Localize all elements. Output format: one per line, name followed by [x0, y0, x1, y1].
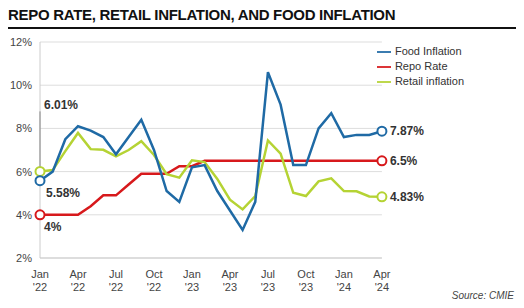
svg-text:6.5%: 6.5% [390, 154, 418, 168]
svg-text:6.01%: 6.01% [44, 98, 78, 112]
svg-text:12%: 12% [10, 36, 32, 48]
svg-text:2%: 2% [16, 252, 32, 264]
svg-text:Jan'23: Jan'23 [183, 268, 201, 293]
svg-text:Apr'23: Apr'23 [221, 268, 238, 293]
svg-text:Jan'22: Jan'22 [31, 268, 49, 293]
svg-text:Jul'23: Jul'23 [261, 268, 275, 293]
svg-text:Jul'22: Jul'22 [109, 268, 123, 293]
svg-text:5.58%: 5.58% [46, 186, 80, 200]
svg-text:7.87%: 7.87% [390, 124, 424, 138]
html-text:Food Inflation: Food Inflation [394, 45, 462, 57]
svg-text:Jan'24: Jan'24 [335, 268, 353, 293]
svg-text:4.83%: 4.83% [390, 190, 424, 204]
svg-text:Apr'22: Apr'22 [69, 268, 86, 293]
svg-text:8%: 8% [16, 122, 32, 134]
html-text:Retail inflation: Retail inflation [394, 75, 464, 88]
html-text:Source: CMIE: Source: CMIE [451, 290, 514, 301]
html-text:Repo Rate: Repo Rate [394, 60, 448, 73]
svg-text:Oct'22: Oct'22 [145, 268, 162, 293]
svg-text:4%: 4% [44, 220, 62, 234]
svg-text:10%: 10% [10, 79, 32, 91]
svg-text:Apr'24: Apr'24 [373, 268, 390, 293]
svg-text:Oct'23: Oct'23 [297, 268, 314, 293]
svg-text:6%: 6% [16, 166, 32, 178]
svg-text:4%: 4% [16, 209, 32, 221]
html-text:REPO RATE, RETAIL INFLATION, A: REPO RATE, RETAIL INFLATION, AND FOOD IN… [8, 6, 396, 23]
